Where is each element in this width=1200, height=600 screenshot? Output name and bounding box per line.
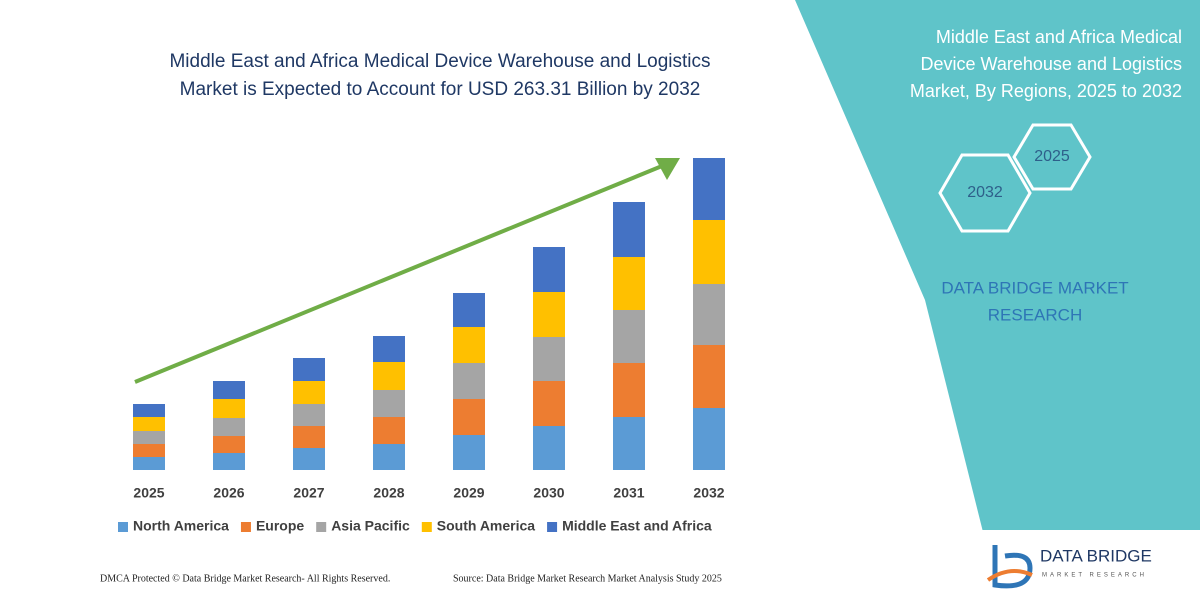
bar-segment <box>373 390 405 417</box>
bar-segment <box>213 399 245 418</box>
bar-segment <box>693 345 725 408</box>
x-tick-label: 2025 <box>133 485 164 501</box>
bar-segment <box>373 362 405 390</box>
panel-title: Device Warehouse and Logistics <box>921 54 1182 74</box>
bar-segment <box>133 431 165 444</box>
bar-segment <box>613 257 645 310</box>
brand-text: DATA BRIDGE MARKET <box>941 278 1128 297</box>
chart-title: Market is Expected to Account for USD 26… <box>180 79 701 100</box>
legend-label: Europe <box>256 518 304 534</box>
bar-segment <box>373 444 405 470</box>
bar-segment <box>293 404 325 426</box>
legend-swatch <box>547 522 558 532</box>
bar-segment <box>453 293 485 327</box>
legend-swatch <box>316 522 327 532</box>
bar-segment <box>693 158 725 220</box>
bar-segment <box>213 381 245 399</box>
chart-title: Middle East and Africa Medical Device Wa… <box>169 51 710 72</box>
legend-label: North America <box>133 518 229 534</box>
brand-text: RESEARCH <box>988 305 1082 324</box>
logo-name: DATA BRIDGE <box>1040 546 1152 565</box>
bar-segment <box>293 448 325 470</box>
footer-right: Source: Data Bridge Market Research Mark… <box>453 573 722 584</box>
x-tick-label: 2031 <box>613 485 644 501</box>
legend-label: South America <box>437 518 535 534</box>
bar-segment <box>213 453 245 470</box>
bar-segment <box>133 444 165 457</box>
bar-segment <box>453 399 485 435</box>
bar-segment <box>453 327 485 363</box>
bar-segment <box>373 336 405 362</box>
bar-segment <box>213 436 245 453</box>
arrow-head <box>655 158 680 180</box>
bar-segment <box>533 292 565 337</box>
x-tick-label: 2029 <box>453 485 484 501</box>
legend-swatch <box>240 522 251 532</box>
bar-segment <box>613 310 645 363</box>
logo-icon <box>992 545 1033 589</box>
panel-title: Middle East and Africa Medical <box>936 27 1182 47</box>
bar-segment <box>293 358 325 381</box>
x-tick-label: 2030 <box>533 485 564 501</box>
bar-segment <box>533 337 565 381</box>
hexagon-label: 2032 <box>967 184 1003 201</box>
hexagon-label: 2025 <box>1034 148 1070 165</box>
bar-segment <box>293 426 325 448</box>
bar-segment <box>613 363 645 417</box>
logo-icon <box>986 569 1033 582</box>
trend-arrow <box>134 164 663 384</box>
legend-swatch <box>421 522 432 532</box>
bar-segment <box>293 381 325 404</box>
bar-segment <box>213 418 245 436</box>
x-tick-label: 2028 <box>373 485 404 501</box>
bar-segment <box>533 381 565 426</box>
x-tick-label: 2026 <box>213 485 244 501</box>
bar-segment <box>453 363 485 399</box>
logo-tagline: MARKET RESEARCH <box>1042 573 1147 579</box>
legend-label: Middle East and Africa <box>562 518 712 534</box>
legend-label: Asia Pacific <box>331 518 410 534</box>
panel-title: Market, By Regions, 2025 to 2032 <box>910 81 1182 101</box>
bar-segment <box>533 247 565 292</box>
bar-segment <box>613 202 645 257</box>
bar-segment <box>133 417 165 431</box>
bar-segment <box>133 457 165 470</box>
footer-left: DMCA Protected © Data Bridge Market Rese… <box>100 573 390 584</box>
legend-swatch <box>118 522 128 532</box>
bar-segment <box>613 417 645 470</box>
x-tick-label: 2032 <box>693 485 724 501</box>
teal-panel <box>795 0 1200 600</box>
bar-segment <box>693 284 725 345</box>
bar-segment <box>453 435 485 470</box>
hexagon <box>1012 123 1092 191</box>
hexagon <box>938 153 1032 233</box>
bar-segment <box>533 426 565 470</box>
bar-segment <box>133 404 165 417</box>
bar-segment <box>373 417 405 444</box>
bar-segment <box>693 220 725 284</box>
x-tick-label: 2027 <box>293 485 324 501</box>
bar-segment <box>693 408 725 470</box>
